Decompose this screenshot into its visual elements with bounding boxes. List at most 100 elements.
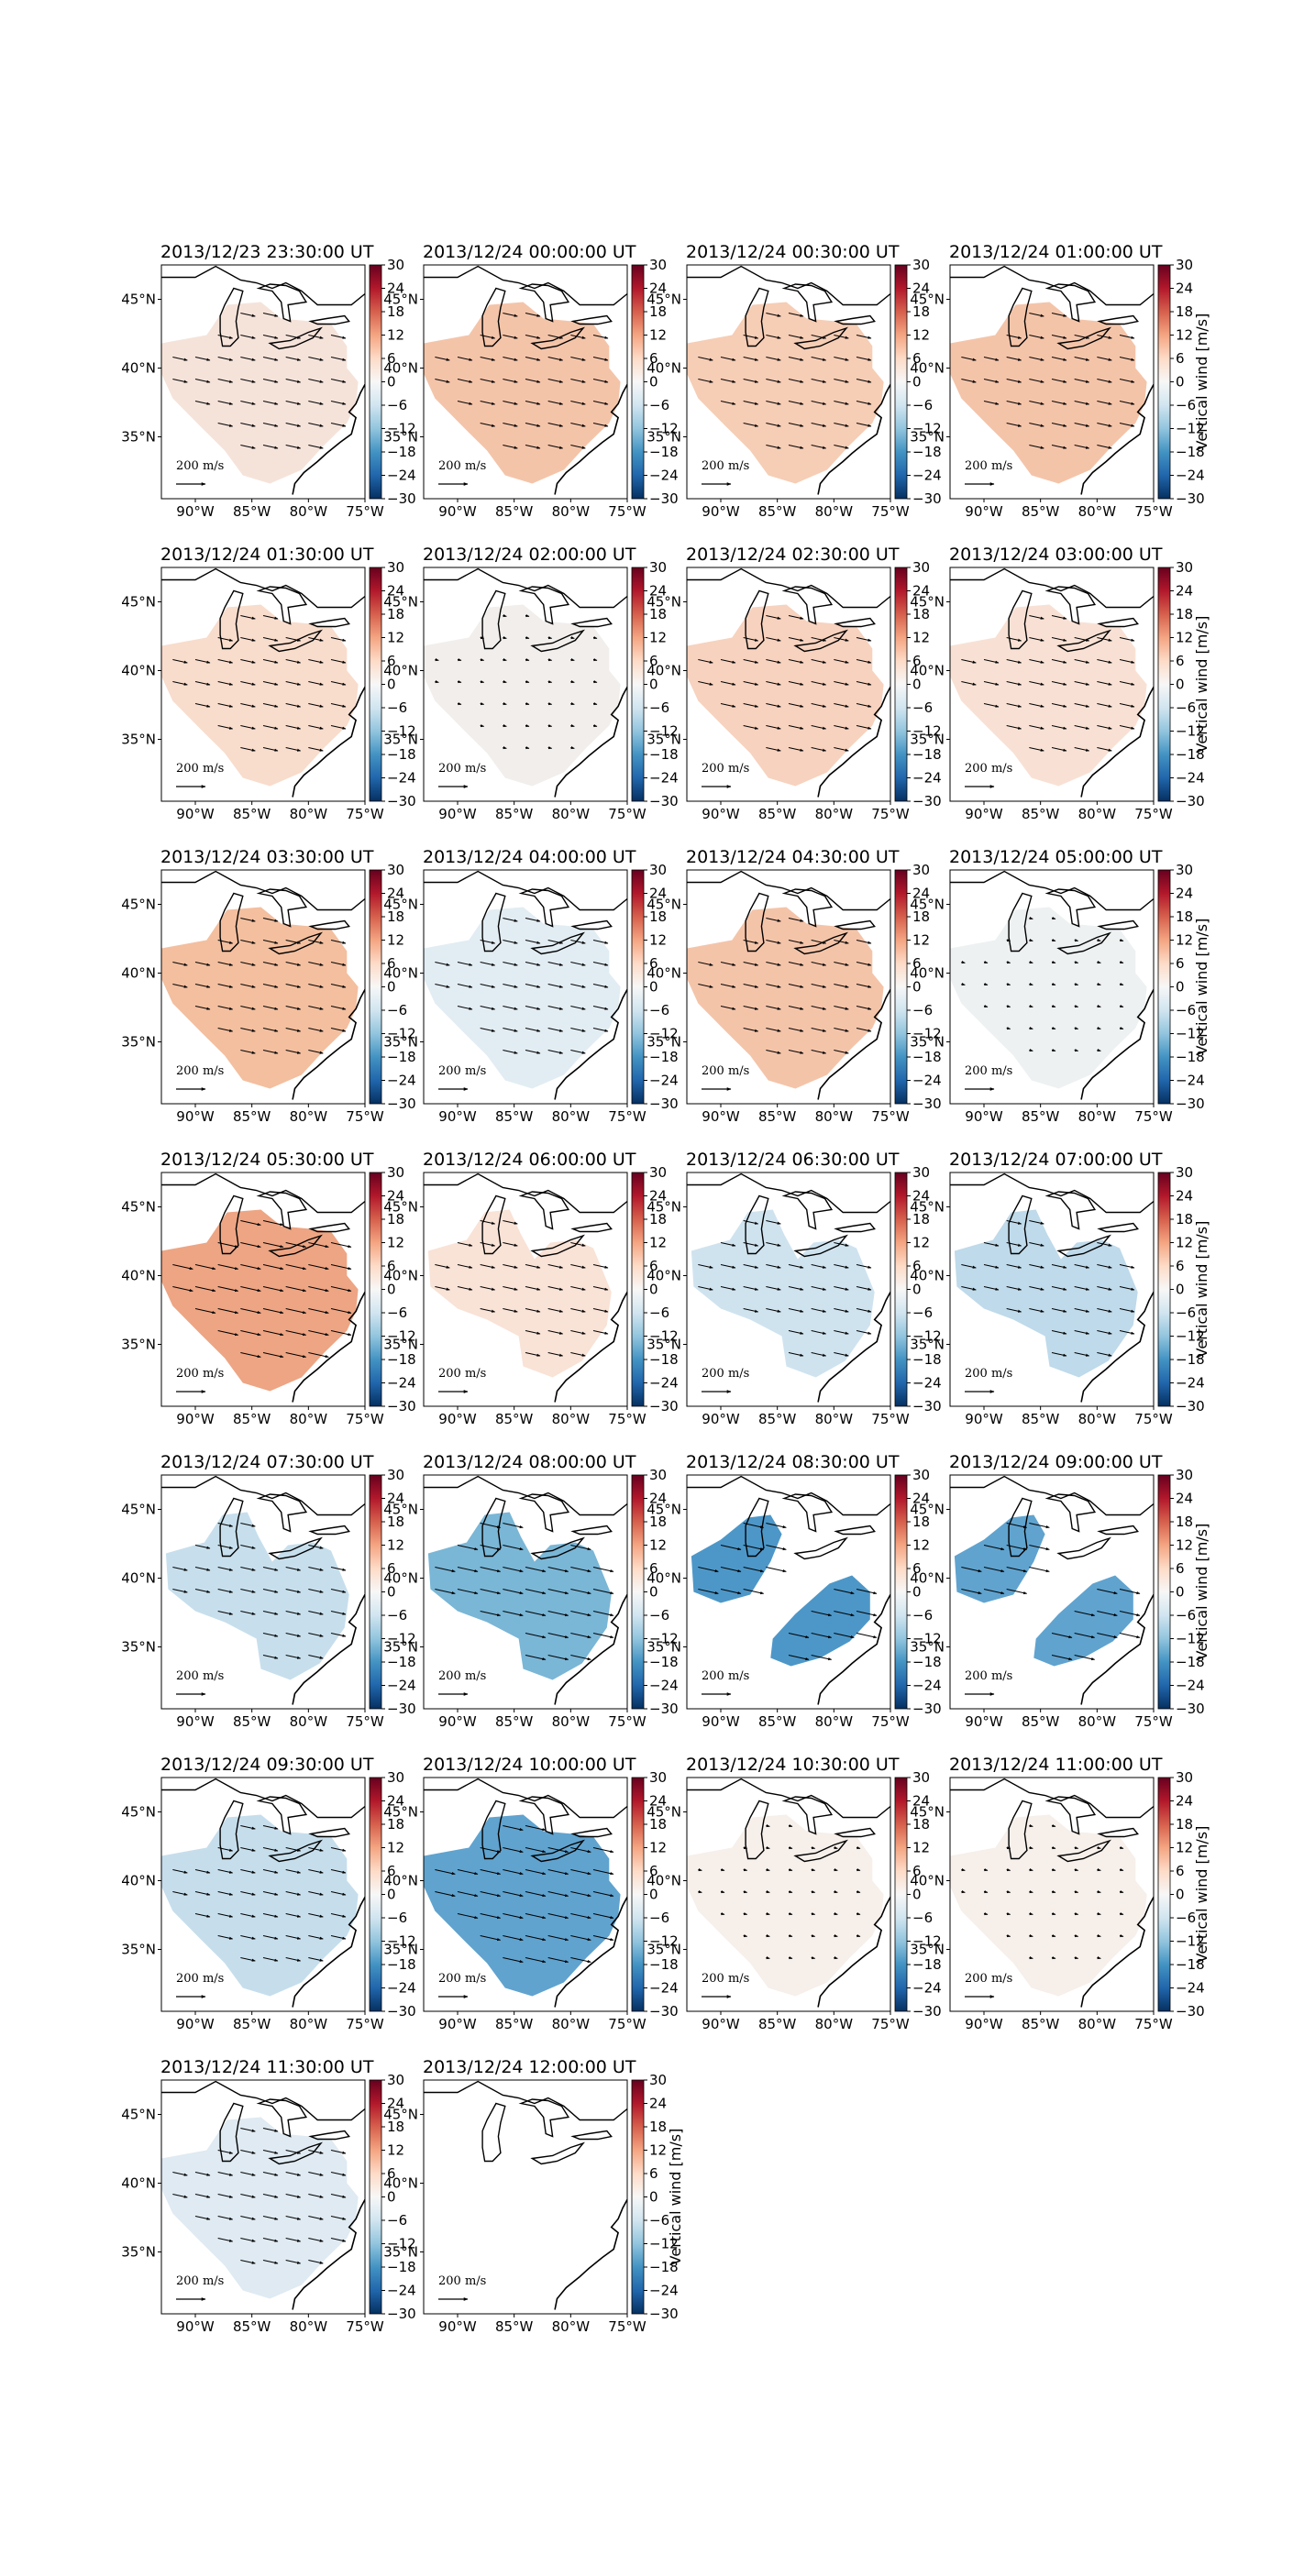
wind-arrow [457, 357, 473, 361]
y-tick-label: 45°N [383, 1502, 418, 1518]
y-tick-label: 40°N [383, 1873, 418, 1889]
x-tick-label: 80°W [552, 1713, 591, 1730]
wind-arrow [217, 725, 234, 730]
wind-arrow [1006, 1912, 1011, 1916]
wind-arrow [330, 1633, 347, 1637]
wind-arrow [262, 1633, 279, 1637]
y-tick-label: 35°N [383, 732, 418, 748]
coastline [292, 1569, 365, 1705]
colorbar-tick-label: 18 [649, 1514, 667, 1530]
wind-arrow [240, 357, 256, 361]
wind-arrow [592, 658, 598, 662]
wind-arrow [570, 1847, 591, 1854]
wind-arrow [240, 1330, 261, 1337]
wind-arrow [856, 1934, 861, 1938]
colorbar-tick-label: 12 [912, 1840, 930, 1856]
x-tick-label: 90°W [438, 1713, 477, 1730]
wind-arrow [194, 962, 211, 966]
wind-arrow [480, 1935, 502, 1942]
colorbar-tick-label: 6 [912, 1258, 922, 1274]
wind-arrow [308, 1330, 329, 1337]
wind-arrow [172, 379, 188, 383]
colorbar [631, 1172, 645, 1407]
wind-arrow [592, 962, 609, 966]
colorbar-tick-label: −30 [1176, 490, 1205, 507]
wind-arrow [194, 1264, 216, 1271]
x-tick-label: 90°W [965, 1411, 1003, 1427]
wind-arrow [480, 379, 496, 383]
x-tick-label: 80°W [1078, 806, 1117, 822]
y-tick-label: 35°N [910, 429, 945, 446]
wind-arrow [788, 335, 804, 339]
x-tick-label: 75°W [608, 2016, 646, 2032]
wind-arrow [1029, 313, 1044, 317]
great-lake [530, 326, 585, 350]
wind-arrow [194, 401, 211, 405]
colorbar-tick-label: 18 [912, 1816, 930, 1833]
y-tick-label: 35°N [646, 1034, 681, 1051]
colorbar-tick-label: 12 [1176, 327, 1193, 344]
great-lake [481, 1800, 506, 1860]
y-tick-label: 35°N [121, 1942, 156, 1958]
wind-arrow [547, 962, 564, 966]
wind-arrow [1074, 1264, 1090, 1269]
coastline [687, 265, 890, 306]
wind-arrow [811, 681, 827, 686]
colorbar-tick-label: −18 [649, 1351, 679, 1368]
wind-arrow [330, 940, 347, 944]
wind-arrow [766, 313, 781, 317]
coastline [554, 964, 627, 1100]
wind-arrow [525, 1913, 547, 1920]
wind-arrow [766, 1846, 770, 1850]
wind-arrow [285, 962, 302, 966]
colorbar-tick-label: −24 [387, 1073, 416, 1089]
y-tick-label: 40°N [383, 663, 418, 679]
wind-arrow [547, 357, 564, 361]
wind-arrow [457, 1286, 473, 1291]
wind-arrow [308, 1891, 324, 1896]
colorbar-tick-label: 0 [649, 374, 658, 391]
y-tick-label: 40°N [121, 1570, 156, 1587]
wind-arrow [172, 1286, 193, 1293]
wind-arrow [262, 1264, 284, 1271]
colorbar-tick-label: −6 [387, 2212, 407, 2229]
colorbar-tick-label: −24 [649, 1375, 679, 1392]
wind-arrow [766, 401, 781, 405]
wind-arrow [720, 962, 736, 966]
wind-arrow [834, 637, 849, 642]
wind-arrow [194, 1869, 211, 1874]
colorbar-tick-label: −18 [912, 1049, 942, 1065]
coastline [161, 2080, 365, 2121]
wind-arrow [743, 1868, 748, 1872]
colorbar-label: Vertical wind [m/s] [1193, 1826, 1210, 1964]
wind-arrow [1097, 1611, 1118, 1617]
wind-arrow [856, 1006, 872, 1010]
wind-arrow [262, 1050, 279, 1054]
colorbar-tick-label: 30 [912, 1467, 930, 1483]
wind-arrow [262, 2128, 279, 2132]
wind-arrow [1074, 1655, 1096, 1661]
panel-title: 2013/12/24 08:30:00 UT [686, 1452, 900, 1472]
wind-arrow [262, 2238, 279, 2242]
y-tick-label: 35°N [383, 1337, 418, 1353]
wind-arrow [766, 423, 781, 427]
x-tick-label: 85°W [495, 503, 534, 520]
wind-arrow [285, 1891, 302, 1896]
colorbar-tick-label: 30 [1176, 862, 1193, 878]
colorbar-tick-label: 0 [1176, 1584, 1185, 1601]
colorbar-tick-label: −6 [912, 1002, 933, 1018]
wind-arrow [1051, 725, 1067, 730]
wind-arrow [1074, 659, 1090, 664]
wind-arrow [1097, 725, 1112, 730]
colorbar-tick-label: 12 [1176, 1840, 1193, 1856]
wind-arrow [217, 401, 234, 405]
wind-arrow [217, 357, 234, 361]
y-tick-label: 35°N [646, 1942, 681, 1958]
wind-arrow [570, 1869, 591, 1876]
wind-arrow [1051, 1890, 1056, 1894]
wind-arrow [240, 1028, 256, 1032]
wind-arrow [330, 1308, 352, 1315]
wind-arrow [570, 1006, 586, 1010]
wind-arrow [308, 2194, 324, 2198]
